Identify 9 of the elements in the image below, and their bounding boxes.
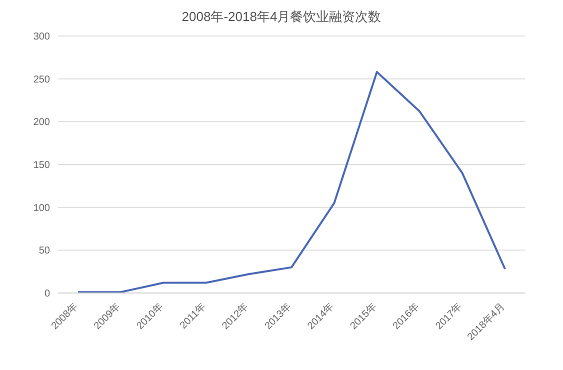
y-tick-label: 200	[33, 117, 50, 128]
chart-title: 2008年-2018年4月餐饮业融资次数	[180, 8, 382, 26]
y-tick-label: 250	[33, 74, 50, 86]
y-tick-label: 50	[38, 246, 50, 257]
line-series	[77, 70, 506, 293]
y-tick-label: 300	[33, 32, 50, 43]
y-tick-label: 150	[33, 160, 50, 172]
y-tick-label: 100	[33, 202, 50, 214]
y-tick-label: 0	[44, 288, 50, 300]
